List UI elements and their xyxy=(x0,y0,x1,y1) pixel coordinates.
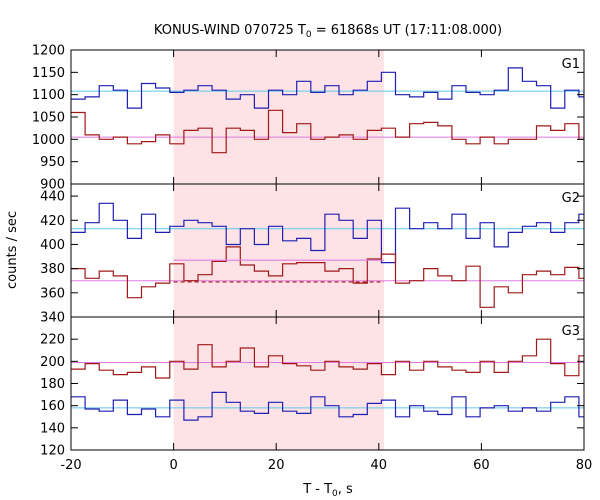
x-axis-label-rest: , s xyxy=(338,482,353,497)
y-tick-label: 1150 xyxy=(32,66,65,81)
y-tick-label: 400 xyxy=(40,238,65,253)
y-tick-label: 180 xyxy=(40,377,65,392)
y-tick-label: 1100 xyxy=(32,88,65,103)
series-blue-g2 xyxy=(71,202,584,264)
y-tick-label: 120 xyxy=(40,444,65,459)
x-axis-label-main: T - T xyxy=(302,482,332,497)
plot-area: 90095010001050110011501200G1340360380400… xyxy=(32,44,592,474)
y-tick-label: 1050 xyxy=(32,111,65,126)
y-tick-label: 900 xyxy=(40,178,65,193)
x-tick-label: 0 xyxy=(169,458,177,473)
x-tick-label: -20 xyxy=(60,458,81,473)
y-tick-label: 220 xyxy=(40,333,65,348)
y-tick-label: 160 xyxy=(40,399,65,414)
chart-title-main: KONUS-WIND 070725 T xyxy=(154,23,306,38)
y-tick-label: 420 xyxy=(40,214,65,229)
x-tick-label: 20 xyxy=(268,458,285,473)
x-tick-label: 80 xyxy=(576,458,593,473)
panel-label: G3 xyxy=(562,324,580,339)
y-tick-label: 360 xyxy=(40,286,65,301)
y-tick-label: 200 xyxy=(40,355,65,370)
panel-g1: 900 950 1000 1050 1100 1150 1200 G1 xyxy=(32,44,585,193)
panel-label: G2 xyxy=(562,191,580,206)
chart-title-rest: = 61868s UT (17:11:08.000) xyxy=(312,23,502,38)
series-red-g3 xyxy=(71,338,584,379)
chart-title: KONUS-WIND 070725 T0 = 61868s UT (17:11:… xyxy=(154,23,502,40)
x-axis-label-subscript: 0 xyxy=(332,489,338,499)
y-tick-label: 380 xyxy=(40,262,65,277)
chart-title-subscript: 0 xyxy=(306,30,312,40)
panel-g3: 120 140 160 180 200 220 G3 xyxy=(40,316,585,459)
interval-band xyxy=(173,50,384,450)
series-blue-g1 xyxy=(71,67,584,109)
panel-label: G1 xyxy=(562,57,580,72)
y-tick-label: 950 xyxy=(40,155,65,170)
x-axis-label: T - T0, s xyxy=(302,482,353,499)
y-tick-label: 1200 xyxy=(32,44,65,59)
y-tick-label: 440 xyxy=(40,190,65,205)
series-red-g1 xyxy=(71,109,584,154)
y-axis-label: counts / sec xyxy=(5,211,20,289)
y-tick-label: 1000 xyxy=(32,133,65,148)
x-tick-label: 40 xyxy=(371,458,388,473)
y-tick-label: 140 xyxy=(40,421,65,436)
y-tick-label: 340 xyxy=(40,311,65,326)
series-red-g2 xyxy=(71,246,584,308)
series-blue-g3 xyxy=(71,391,584,421)
x-tick-label: 60 xyxy=(473,458,490,473)
